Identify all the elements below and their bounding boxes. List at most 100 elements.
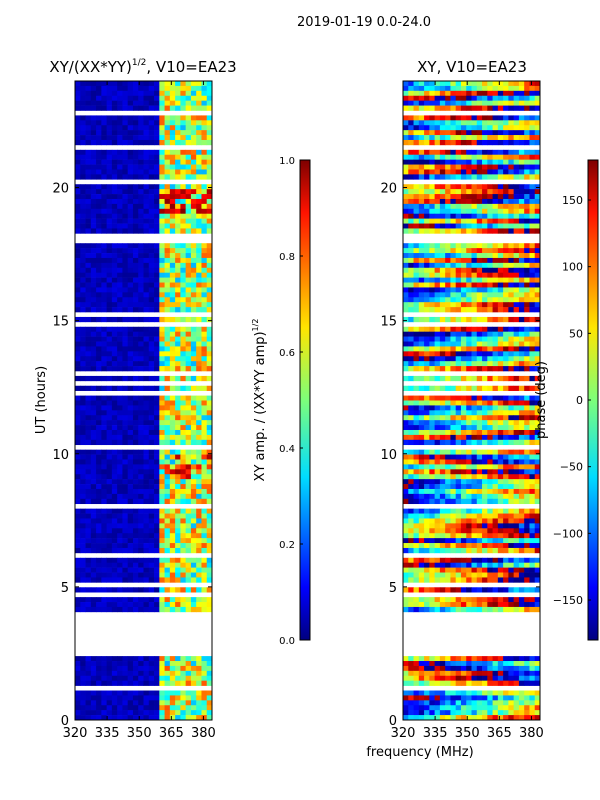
heatmap-cell xyxy=(518,272,525,278)
heatmap-cell xyxy=(169,420,176,426)
heatmap-cell xyxy=(122,257,129,264)
heatmap-cell xyxy=(190,400,197,406)
heatmap-cell xyxy=(117,223,123,229)
heatmap-cell xyxy=(529,213,536,219)
heatmap-cell xyxy=(164,459,171,465)
heatmap-cell xyxy=(75,130,81,136)
heatmap-cell xyxy=(143,164,150,170)
heatmap-cell xyxy=(75,464,81,470)
heatmap-cell xyxy=(159,228,165,234)
heatmap-cell xyxy=(111,174,118,180)
heatmap-cell xyxy=(492,81,499,87)
heatmap-cell xyxy=(413,184,420,190)
heatmap-cell xyxy=(439,100,446,106)
heatmap-cell xyxy=(117,434,123,441)
heatmap-cell xyxy=(206,557,213,564)
heatmap-cell xyxy=(96,464,102,470)
heatmap-cell xyxy=(529,267,536,273)
heatmap-cell xyxy=(138,459,144,465)
heatmap-cell xyxy=(132,543,139,549)
heatmap-cell xyxy=(111,346,118,352)
heatmap-cell xyxy=(534,218,541,224)
heatmap-cell xyxy=(534,420,541,426)
heatmap-cell xyxy=(185,484,192,490)
heatmap-cell xyxy=(455,429,462,436)
heatmap-cell xyxy=(424,513,430,519)
heatmap-cell xyxy=(169,139,176,146)
heatmap-cell xyxy=(169,105,176,111)
heatmap-cell xyxy=(418,474,425,480)
heatmap-cell xyxy=(413,81,420,87)
heatmap-cell xyxy=(122,115,129,121)
heatmap-cell xyxy=(122,710,129,716)
heatmap-cell xyxy=(466,213,472,219)
heatmap-cell xyxy=(429,257,436,264)
heatmap-cell xyxy=(85,184,92,190)
heatmap-cell xyxy=(201,547,208,554)
heatmap-cell xyxy=(154,562,160,568)
heatmap-cell xyxy=(403,425,409,431)
heatmap-cell xyxy=(434,523,441,529)
heatmap-cell xyxy=(117,606,123,613)
heatmap-cell xyxy=(96,85,102,92)
heatmap-cell xyxy=(429,449,436,455)
heatmap-cell xyxy=(175,164,181,170)
heatmap-cell xyxy=(450,469,457,475)
heatmap-cell xyxy=(164,665,171,672)
heatmap-cell xyxy=(503,439,509,446)
heatmap-cell xyxy=(154,429,160,436)
heatmap-cell xyxy=(122,154,129,160)
heatmap-cell xyxy=(117,484,123,490)
heatmap-cell xyxy=(476,154,483,160)
heatmap-cell xyxy=(445,154,451,160)
heatmap-cell xyxy=(138,149,144,156)
heatmap-cell xyxy=(450,292,457,298)
heatmap-cell xyxy=(471,326,478,332)
heatmap-cell xyxy=(487,547,493,554)
heatmap-cell xyxy=(534,292,541,298)
heatmap-cell xyxy=(106,159,113,165)
heatmap-cell xyxy=(111,194,118,200)
heatmap-cell xyxy=(482,429,488,436)
heatmap-cell xyxy=(127,331,134,337)
heatmap-cell xyxy=(403,533,409,539)
heatmap-cell xyxy=(175,198,181,205)
heatmap-cell xyxy=(80,533,86,539)
heatmap-cell xyxy=(418,208,425,215)
heatmap-cell xyxy=(439,203,446,210)
heatmap-cell xyxy=(503,159,509,165)
amp-heatmap xyxy=(75,81,213,721)
heatmap-cell xyxy=(164,208,171,215)
heatmap-cell xyxy=(175,277,181,283)
heatmap-cell xyxy=(196,272,202,278)
heatmap-cell xyxy=(424,425,430,431)
heatmap-cell xyxy=(148,410,155,416)
heatmap-cell xyxy=(455,474,462,480)
heatmap-cell xyxy=(196,439,202,446)
heatmap-cell xyxy=(75,272,81,278)
heatmap-cell xyxy=(476,385,483,391)
heatmap-cell xyxy=(138,597,144,603)
heatmap-cell xyxy=(206,488,213,495)
heatmap-cell xyxy=(503,164,509,170)
heatmap-cell xyxy=(497,228,504,234)
heatmap-cell xyxy=(434,429,441,436)
heatmap-cell xyxy=(534,341,541,347)
heatmap-cell xyxy=(424,287,430,293)
y-tick-label: 0 xyxy=(61,714,69,729)
heatmap-cell xyxy=(96,130,102,136)
heatmap-cell xyxy=(175,597,181,603)
heatmap-cell xyxy=(460,316,467,323)
heatmap-cell xyxy=(201,174,208,180)
heatmap-cell xyxy=(450,253,457,259)
heatmap-cell xyxy=(75,705,81,711)
heatmap-cell xyxy=(159,326,165,332)
heatmap-cell xyxy=(117,425,123,431)
heatmap-cell xyxy=(492,198,499,205)
heatmap-cell xyxy=(524,203,530,210)
heatmap-cell xyxy=(111,680,118,686)
heatmap-cell xyxy=(497,385,504,391)
heatmap-cell xyxy=(132,316,139,323)
heatmap-cell xyxy=(127,336,134,342)
heatmap-cell xyxy=(518,208,525,215)
